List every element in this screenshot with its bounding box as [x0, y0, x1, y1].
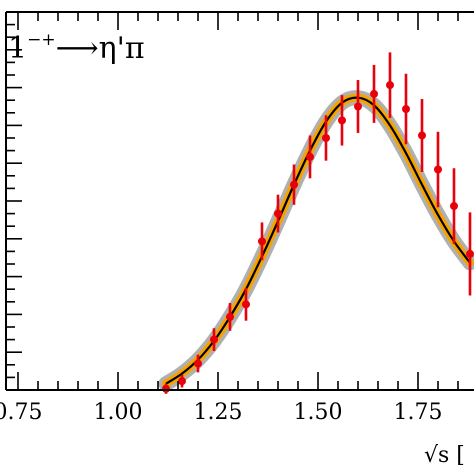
- data-point: [290, 164, 298, 205]
- data-point: [402, 73, 410, 145]
- x-tick-label: 0.75: [0, 400, 42, 425]
- data-marker: [322, 134, 330, 142]
- x-tick-label: 1.50: [294, 400, 343, 425]
- data-point: [258, 222, 266, 261]
- data-marker: [402, 105, 410, 114]
- data-point: [338, 95, 346, 146]
- x-tick-labels: 0.75 1.00 1.25 1.50 1.75: [0, 400, 442, 425]
- data-point: [434, 131, 442, 208]
- data-marker: [162, 384, 170, 393]
- title-superscript: −+: [27, 30, 56, 50]
- data-marker: [242, 300, 250, 309]
- data-marker: [338, 116, 346, 125]
- data-marker: [210, 335, 218, 344]
- data-point: [242, 287, 250, 321]
- data-marker: [226, 312, 234, 321]
- data-point: [466, 212, 474, 296]
- data-point: [450, 168, 458, 244]
- data-marker: [290, 180, 298, 189]
- data-points-group: [162, 52, 474, 394]
- title-rest: η'π: [99, 31, 145, 66]
- title-arrow: ⟶: [56, 31, 99, 66]
- data-marker: [354, 102, 362, 111]
- data-marker: [370, 89, 378, 98]
- data-point: [418, 98, 426, 173]
- data-marker: [418, 131, 426, 140]
- x-tick-label: 1.00: [94, 400, 143, 425]
- data-point: [274, 194, 282, 233]
- title-base: 1: [8, 31, 27, 66]
- data-point: [386, 52, 394, 118]
- data-point: [178, 374, 186, 388]
- data-point: [194, 354, 202, 373]
- data-marker: [178, 377, 186, 386]
- data-marker: [386, 81, 394, 90]
- data-marker: [450, 202, 458, 211]
- data-marker: [434, 165, 442, 174]
- data-point: [322, 115, 330, 161]
- x-tick-label: 1.25: [194, 400, 243, 425]
- data-marker: [274, 209, 282, 218]
- data-marker: [466, 249, 474, 258]
- data-marker: [306, 152, 314, 161]
- x-tick-label: 1.75: [394, 400, 443, 425]
- axes: [5, 11, 474, 391]
- data-marker: [258, 237, 266, 246]
- data-point: [370, 64, 378, 123]
- data-point: [226, 303, 234, 331]
- data-point: [354, 80, 362, 133]
- data-point: [306, 135, 314, 179]
- data-point: [210, 328, 218, 351]
- chart-title: 1−+⟶η'π: [8, 30, 145, 66]
- x-axis-label: √s [: [424, 443, 465, 468]
- data-marker: [194, 359, 202, 368]
